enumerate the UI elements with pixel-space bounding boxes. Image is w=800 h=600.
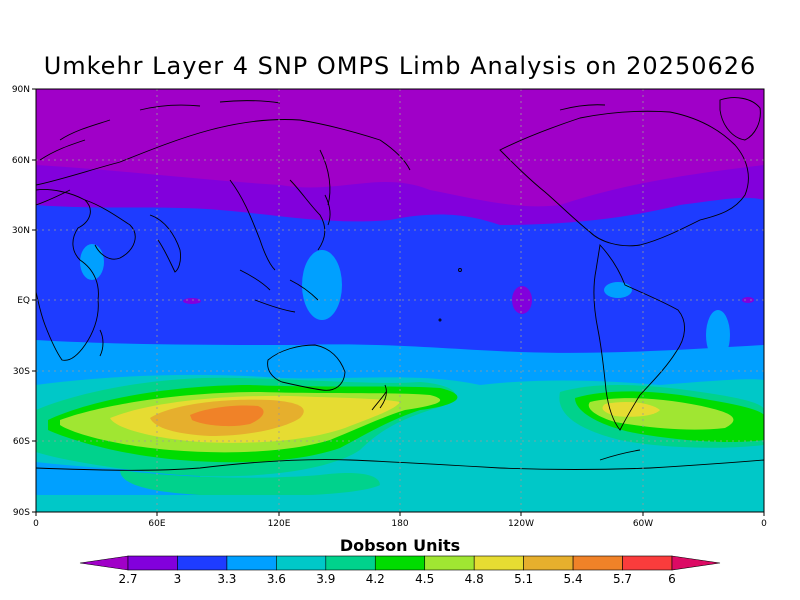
lon-label-120w: 120W (508, 519, 534, 529)
lat-label-60n: 60N (12, 156, 30, 166)
field-blob-3_6-pacific (302, 250, 342, 320)
field-blob-3_6-samerica (604, 282, 632, 298)
lon-label-0-west: 0 (33, 519, 39, 529)
lat-label-60s: 60S (13, 437, 30, 447)
colorbar-arrow-low (79, 555, 129, 571)
colorbar-swatch (523, 555, 574, 571)
colorbar-swatch (325, 555, 376, 571)
colorbar-swatch (276, 555, 327, 571)
lon-label-0-east: 0 (761, 519, 767, 529)
colorbar-level-label: 4.2 (366, 572, 385, 586)
lon-label-180: 180 (391, 519, 408, 529)
map-title: Umkehr Layer 4 SNP OMPS Limb Analysis on… (43, 52, 757, 80)
colorbar-level-label: 6 (668, 572, 676, 586)
lat-label-30n: 30N (12, 226, 30, 236)
lon-axis (35, 512, 765, 516)
lat-label-90s: 90S (13, 508, 30, 518)
colorbar-title: Dobson Units (339, 536, 461, 555)
lon-label-60w: 60W (633, 519, 653, 529)
lat-axis (32, 88, 36, 513)
field-blob-3_0-eq3 (742, 297, 754, 303)
lon-label-60e: 60E (148, 519, 165, 529)
colorbar-swatch (374, 555, 426, 571)
field-blob-3_6-india (80, 244, 104, 280)
colorbar-swatch (424, 555, 475, 571)
gridlines (36, 89, 764, 512)
lat-label-30s: 30S (13, 367, 30, 377)
colorbar-level-label: 2.7 (118, 572, 137, 586)
field-band-5_7 (190, 405, 264, 427)
ozone-field (36, 89, 764, 512)
colorbar-level-label: 3.9 (316, 572, 335, 586)
colorbar-level-label: 3 (174, 572, 182, 586)
colorbar-swatch (622, 555, 673, 571)
colorbar-swatch (572, 555, 623, 571)
colorbar: 2.7 3 3.3 3.6 3.9 4.2 4.5 4.8 5.1 5.4 5.7 6 (79, 555, 721, 586)
colorbar-level-label: 3.3 (217, 572, 236, 586)
colorbar-level-label: 4.8 (465, 572, 484, 586)
lat-label-90n: 90N (12, 85, 30, 95)
colorbar-level-label: 5.7 (613, 572, 632, 586)
colorbar-level-label: 5.1 (514, 572, 533, 586)
coastlines (36, 97, 764, 471)
field-blob-3_6-atlantic (706, 310, 730, 360)
colorbar-level-label: 5.4 (564, 572, 583, 586)
lon-label-120e: 120E (268, 519, 291, 529)
colorbar-level-label: 4.5 (415, 572, 434, 586)
colorbar-swatch (127, 555, 178, 571)
colorbar-level-label: 3.6 (267, 572, 286, 586)
field-band-4_2-south (120, 470, 380, 497)
colorbar-swatch (177, 555, 228, 571)
lat-label-eq: EQ (17, 296, 30, 306)
field-blob-3_0-eq1 (183, 298, 201, 304)
colorbar-swatch (226, 555, 277, 571)
colorbar-swatch (473, 555, 524, 571)
colorbar-arrow-high (671, 555, 721, 571)
